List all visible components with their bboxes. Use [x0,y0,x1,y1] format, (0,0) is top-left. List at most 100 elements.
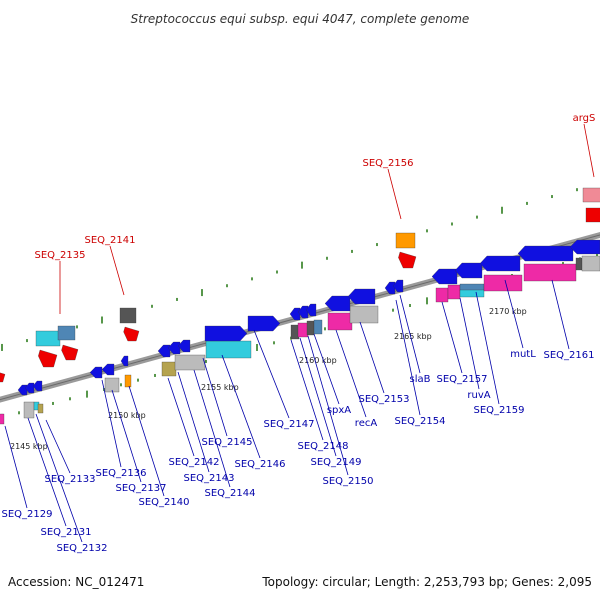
gene-label-bottom-leader [441,301,463,374]
gene-label-bottom-leader [177,371,210,473]
gene-label-bottom-leader [167,377,195,457]
gene-feature [569,239,600,255]
features-layer [0,187,600,425]
gene-label-bottom: SEQ_2132 [57,543,108,554]
gene-label-bottom-leader [359,321,385,394]
gene-label-bottom: SEQ_2147 [264,419,315,430]
gene-label-bottom: SEQ_2157 [437,374,488,385]
gene-label-top: SEQ_2135 [35,250,86,261]
gene-feature [395,232,416,249]
gene-feature [177,339,191,353]
ticks-layer [1,188,598,421]
gene-label-bottom: spxA [327,405,351,416]
gene-feature [454,262,483,279]
gene-label-bottom-leader [475,291,500,405]
gene-feature [119,307,137,324]
gene-feature [435,287,449,303]
kbp-label: 2170 kbp [489,307,527,316]
gene-label-bottom-leader [399,294,421,374]
gene-feature [324,295,351,312]
kbp-label: 2145 kbp [10,442,48,451]
gene-feature [523,263,577,282]
gene-feature [0,413,5,425]
gene-labels-layer: SEQ_2135 SEQ_2141 SEQ_2156 argS SEQ_2129 SEQ_… [2,113,596,554]
gene-feature [124,374,132,388]
gene-label-bottom-leader [4,425,28,509]
kbp-label: 2165 kbp [394,332,432,341]
gene-label-bottom-leader [202,357,228,437]
kbp-label: 2160 kbp [299,356,337,365]
gene-label-bottom: SEQ_2129 [2,509,53,520]
gene-label-bottom-leader [313,333,340,405]
gene-label-bottom: SEQ_2149 [311,457,362,468]
gene-feature [585,207,600,223]
gene-label-bottom-leader [128,385,165,497]
accession-text: Accession: NC_012471 [8,575,144,589]
gene-feature [517,245,574,262]
gene-label-bottom: SEQ_2133 [45,474,96,485]
gene-label-bottom: SEQ_2161 [544,350,595,361]
gene-label-bottom: slaB [410,374,431,385]
gene-feature [459,289,485,298]
gene-label-bottom: SEQ_2145 [202,437,253,448]
gene-feature [161,361,177,377]
kbp-labels-layer: 2145 kbp 2150 kbp 2155 kbp 2160 kbp 2165 kbp… [10,307,527,451]
gene-feature [204,325,248,342]
gene-feature [313,319,323,335]
map-title: Streptococcus equi subsp. equi 4047, com… [131,12,470,26]
gene-label-bottom-leader [35,413,83,543]
gene-label-bottom-leader [253,329,290,419]
gene-feature [89,366,103,379]
gene-label-bottom: mutL [510,349,536,360]
gene-feature [101,363,115,376]
gene-feature [297,322,309,338]
gene-label-bottom-leader [395,299,421,416]
gene-label-bottom: SEQ_2159 [474,405,525,416]
gene-feature [305,303,317,317]
gene-feature [306,320,315,336]
kbp-label: 2150 kbp [108,411,146,420]
gene-feature [38,349,58,368]
gene-label-bottom-leader [111,389,142,483]
gene-feature [37,403,44,414]
gene-label-top: argS [573,113,596,124]
gene-label-bottom-leader [101,379,122,468]
gene-label-bottom-leader [193,369,231,488]
gene-label-top-leader [109,245,125,296]
gene-feature [57,325,76,341]
gene-feature [581,255,600,272]
gene-label-bottom-leader [307,335,349,476]
gene-feature [123,326,140,342]
gene-feature [290,324,300,340]
gene-label-bottom-leader [27,417,67,527]
gene-feature [157,344,171,358]
gene-feature [575,257,583,271]
gene-feature [35,330,61,347]
gene-label-bottom: SEQ_2153 [359,394,410,405]
gene-label-bottom: SEQ_2137 [116,483,167,494]
gene-label-bottom: recA [355,418,378,429]
gene-feature [392,279,404,293]
gene-feature [23,401,35,419]
gene-label-bottom: SEQ_2148 [298,441,349,452]
gene-feature [104,377,120,393]
gene-feature [447,284,461,300]
gene-label-top-leader [387,168,402,220]
gene-label-bottom-leader [299,337,337,457]
gene-label-bottom-leader [221,354,261,459]
gene-label-bottom-leader [335,329,367,418]
kbp-label: 2155 kbp [201,383,239,392]
gene-feature [483,274,523,292]
gene-label-bottom: ruvA [467,390,490,401]
gene-label-bottom-leader [45,419,71,474]
gene-label-bottom-leader [504,279,524,349]
gene-feature [32,380,43,392]
gene-label-bottom: SEQ_2143 [184,473,235,484]
gene-feature [327,312,353,331]
gene-label-top: SEQ_2156 [363,158,414,169]
gene-label-bottom-leader [459,297,480,390]
gene-label-top: SEQ_2141 [85,235,136,246]
gene-feature [398,251,417,269]
gene-feature [61,344,79,361]
